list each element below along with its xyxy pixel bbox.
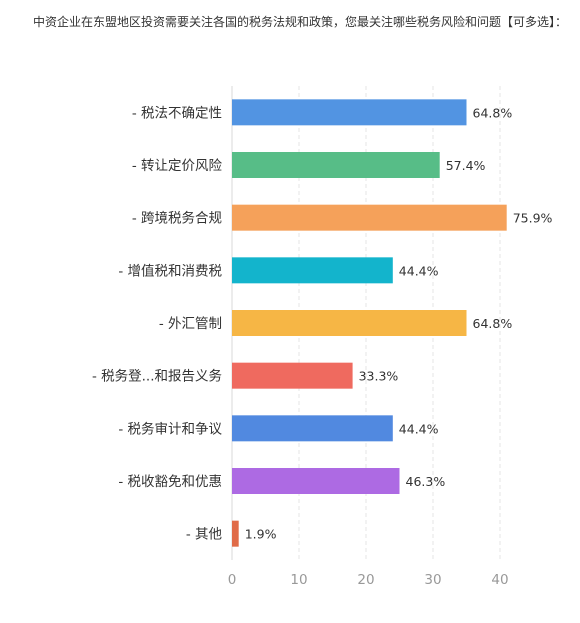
bar xyxy=(232,468,400,494)
category-label: - 其他 xyxy=(186,527,222,543)
category-label: - 税收豁免和优惠 xyxy=(118,473,222,490)
bar xyxy=(232,257,393,284)
bar xyxy=(232,99,467,126)
x-tick-label: 0 xyxy=(228,572,237,588)
x-tick-label: 30 xyxy=(424,572,441,588)
bar xyxy=(232,415,393,442)
category-label: - 税务审计和争议 xyxy=(118,421,222,437)
chart-title: 中资企业在东盟地区投资需要关注各国的税务法规和政策，您最关注哪些税务风险和问题【… xyxy=(32,15,567,29)
bar xyxy=(232,310,467,336)
category-label: - 跨境税务合规 xyxy=(132,211,222,227)
bar xyxy=(232,152,440,178)
value-label: 64.8% xyxy=(473,105,513,120)
value-label: 57.4% xyxy=(446,158,486,173)
category-label: - 税务登...和报告义务 xyxy=(92,369,222,385)
x-tick-label: 40 xyxy=(491,572,508,588)
value-label: 33.3% xyxy=(359,369,399,384)
category-label: - 税法不确定性 xyxy=(132,105,222,121)
value-label: 46.3% xyxy=(406,474,446,489)
bar xyxy=(232,520,239,547)
value-label: 75.9% xyxy=(513,211,553,226)
x-tick-label: 10 xyxy=(290,572,307,588)
x-tick-label: 20 xyxy=(357,572,374,588)
value-label: 44.4% xyxy=(399,421,439,436)
category-label: - 外汇管制 xyxy=(159,316,222,332)
value-label: 44.4% xyxy=(399,263,439,278)
category-label: - 增值税和消费税 xyxy=(118,263,222,279)
value-label: 1.9% xyxy=(245,527,277,542)
category-label: - 转让定价风险 xyxy=(132,158,223,174)
value-label: 64.8% xyxy=(473,316,513,331)
bar xyxy=(232,362,353,389)
bar xyxy=(232,204,507,231)
